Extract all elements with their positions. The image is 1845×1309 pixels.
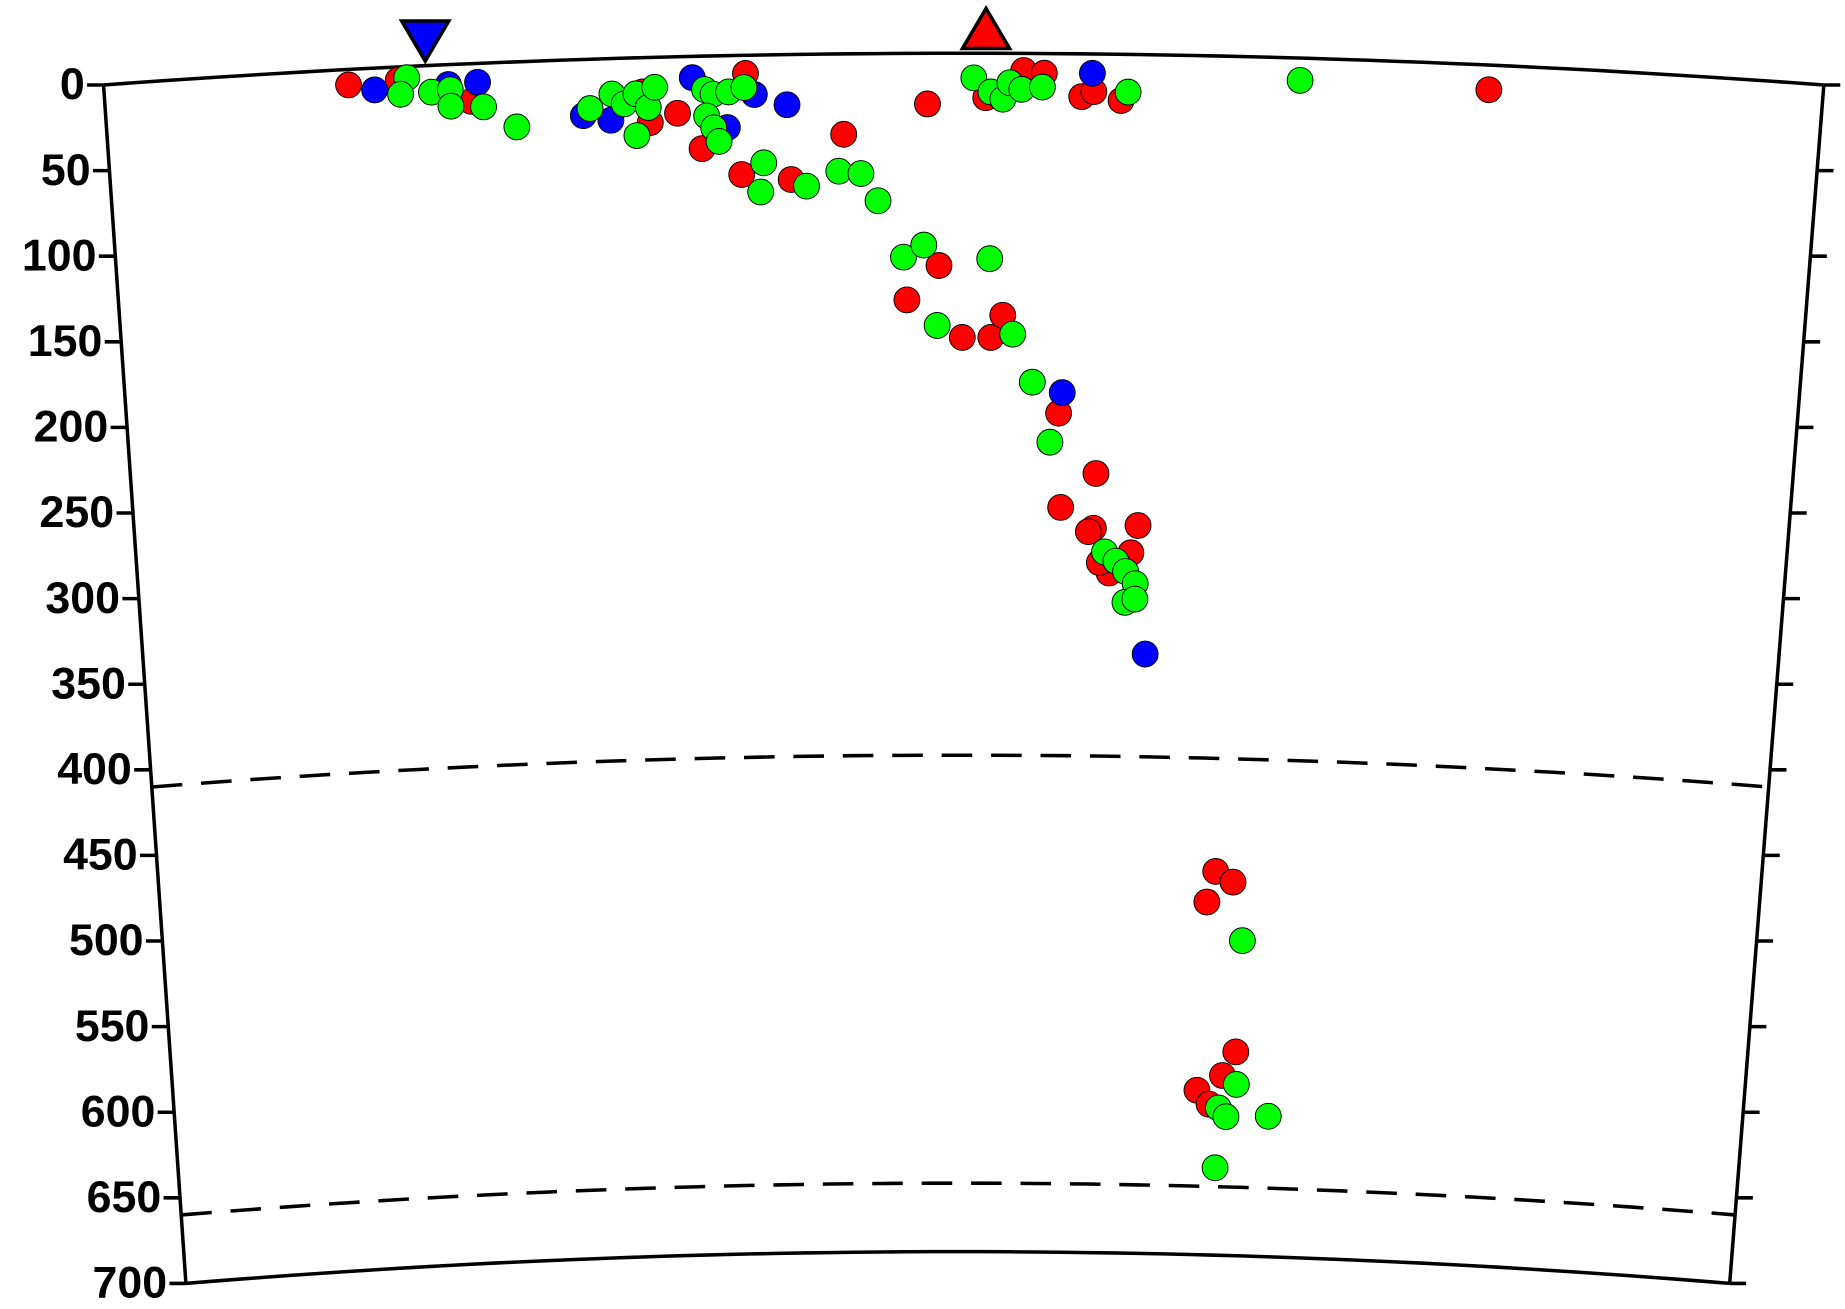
event-point [1114,78,1142,106]
event-point [1286,66,1314,94]
event-point [387,80,415,108]
event-point [705,128,733,155]
event-point [948,324,976,351]
event-point [728,161,756,188]
event-point [1121,585,1149,613]
event-point [1193,888,1221,916]
event-point [890,243,917,271]
event-point [830,120,858,148]
event-point [1082,460,1110,487]
discontinuity-line [181,1181,1736,1217]
event-point [623,122,651,150]
event-point [1222,1071,1250,1098]
event-point [641,73,669,101]
frame [101,51,1826,1286]
event-point [437,92,465,120]
event-point [999,320,1027,348]
site-marker [959,5,1013,51]
event-point [910,231,938,259]
y-tick-label: 250 [40,488,115,537]
event-point [976,245,1004,273]
event-point [1212,1103,1240,1131]
event-point [1254,1102,1282,1130]
y-tick-label: 450 [63,831,138,880]
event-point [914,90,941,118]
y-tick-label: 300 [45,574,120,623]
y-tick-label: 400 [57,745,132,794]
y-tick-label: 100 [22,231,97,280]
event-point [864,187,892,215]
y-tick-label: 350 [51,659,126,708]
event-point [1018,368,1046,396]
event-point [470,93,498,121]
event-point [1475,76,1503,104]
event-point [750,149,778,177]
y-tick-label: 50 [41,146,91,195]
event-point [1048,379,1076,407]
event-point [847,160,875,187]
event-point [664,99,691,127]
y-tick-label: 0 [60,60,85,109]
event-point [773,91,801,119]
event-point [335,71,362,99]
event-point [361,76,389,104]
event-point [1228,927,1256,955]
event-point [1124,512,1152,539]
event-point [1074,518,1102,546]
y-tick-label: 700 [92,1259,167,1308]
event-point [925,252,953,279]
event-point [747,178,775,206]
event-point [503,113,531,141]
site-marker [398,19,452,65]
event-point [1029,73,1056,101]
event-point [1078,59,1106,87]
event-point [576,95,604,122]
y-tick-label: 650 [87,1173,162,1222]
discontinuity-line [151,753,1769,789]
event-point [1131,640,1159,668]
y-tick-label: 550 [75,1002,150,1051]
event-point [893,286,921,314]
event-point [1222,1038,1250,1066]
event-point [1036,428,1064,456]
event-point [1219,868,1247,896]
y-tick-label: 600 [81,1087,156,1136]
event-point [793,172,820,200]
y-tick-label: 500 [69,916,144,965]
event-point [1047,493,1075,521]
event-point [730,74,758,101]
event-point [1201,1154,1229,1182]
event-point [464,68,491,96]
y-tick-label: 200 [34,403,109,452]
event-point [923,312,951,339]
y-tick-label: 150 [28,317,103,366]
